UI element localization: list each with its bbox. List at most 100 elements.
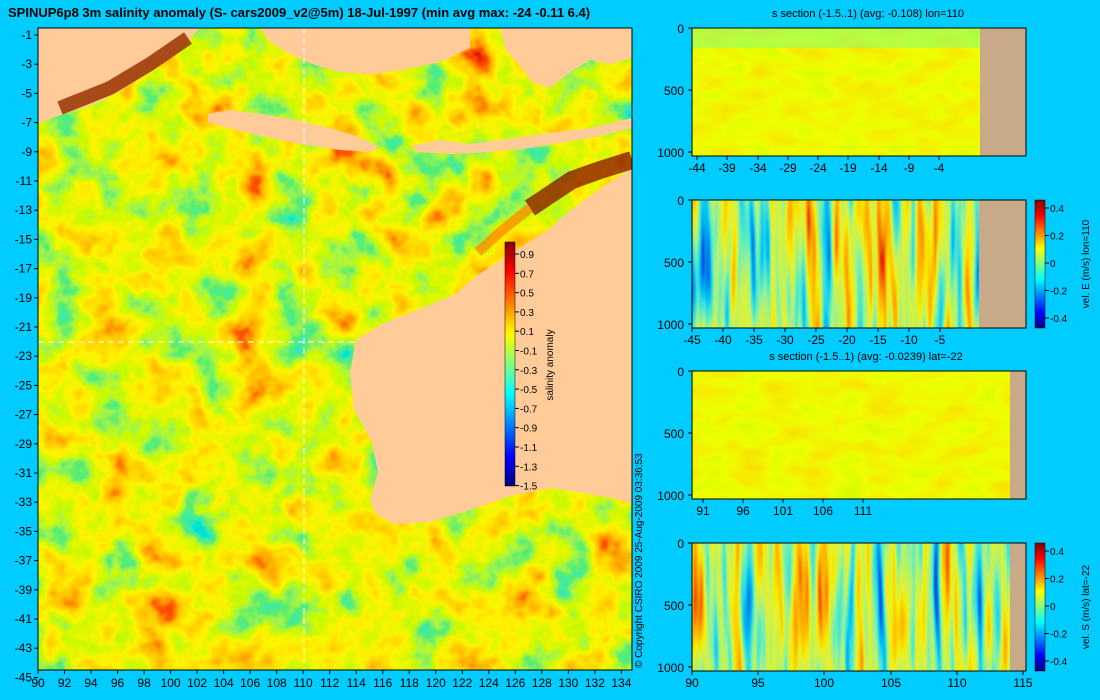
panel-1-y-tick: 500 (664, 256, 684, 270)
salinity-colorbar-tick: -0.7 (520, 404, 538, 415)
map-lon-tick: 112 (320, 676, 339, 690)
salinity-colorbar-tick: 0.5 (520, 289, 534, 300)
panel-3-colorbar-tick: 0.2 (1050, 575, 1064, 586)
map-lon-tick: 122 (452, 676, 472, 690)
panel-3-x-tick: 90 (685, 676, 699, 690)
map-lat-tick: -43 (15, 641, 33, 655)
map-lat-ticks: -1 -3 -5 -7 -9 -11 -13 -15 -17 -19 -21 -23 -25 -27 -29… (15, 28, 38, 684)
map-lat-tick: -23 (15, 349, 33, 363)
map-lon-tick: 120 (426, 676, 446, 690)
salinity-colorbar-tick: -0.1 (520, 347, 538, 358)
panel-3-colorbar-tick: 0.4 (1050, 547, 1064, 558)
panel-3-x-tick: 115 (1013, 676, 1032, 690)
map-lat-tick: -1 (21, 28, 32, 42)
salinity-colorbar-tick: -1.1 (520, 443, 538, 454)
map-lon-tick: 106 (240, 676, 260, 690)
land-australia (350, 168, 632, 524)
salinity-colorbar-tick: 0.7 (520, 269, 534, 280)
map-lon-tick: 96 (111, 676, 125, 690)
panel-3-y-ticks: 0 500 1000 (657, 537, 692, 675)
map-lat-tick: -39 (15, 583, 33, 597)
panel-2-y-ticks: 0 500 1000 (657, 365, 692, 503)
panel-salinity-section-lon: s section (-1.5..1) (avg: -0.108) lon=11… (657, 8, 1027, 175)
map-lat-tick: -15 (15, 232, 33, 246)
map-lat-tick: -45 (15, 670, 33, 684)
panel-vel-s-lat: 90 95 100 105 110 115 0 500 1000 0.4 0.2 0 -0.2 -0.… (657, 537, 1092, 690)
panel-3-y-tick: 0 (677, 537, 684, 551)
panel-1-colorbar-tick: 0 (1050, 259, 1056, 270)
panel-1-y-tick: 1000 (657, 318, 684, 332)
map-lon-tick: 130 (558, 676, 578, 690)
map-lon-tick: 114 (347, 676, 366, 690)
panel-1-colorbar-tick: 0.4 (1050, 204, 1064, 215)
map-lon-tick: 128 (532, 676, 552, 690)
map-lat-tick: -31 (15, 466, 33, 480)
panel-1-x-ticks: -45 -40 -35 -30 -25 -20 -15 -10 -5 (683, 328, 946, 347)
map-lon-tick: 94 (84, 676, 98, 690)
panel-0-title: s section (-1.5..1) (avg: -0.108) lon=11… (772, 8, 964, 20)
map-lon-tick: 90 (31, 676, 45, 690)
map-lon-tick: 92 (58, 676, 72, 690)
panel-1-x-tick: -45 (683, 333, 701, 347)
panel-1-colorbar-label: vel. E (m/s) lon=110 (1081, 219, 1092, 308)
map-lat-tick: -21 (15, 320, 33, 334)
panel-3-y-tick: 1000 (657, 661, 684, 675)
map-lat-tick: -33 (15, 495, 33, 509)
panel-1-x-tick: -5 (935, 333, 946, 347)
map-lon-tick: 98 (137, 676, 151, 690)
panel-2-title: s section (-1.5..1) (avg: -0.0239) lat=-… (769, 351, 963, 363)
map-lon-tick: 118 (400, 676, 419, 690)
panel-0-x-ticks: -44 -39 -34 -29 -24 -19 -14 -9 -4 (688, 156, 945, 175)
land-java (208, 110, 378, 152)
map-lat-tick: -29 (15, 437, 33, 451)
panel-0-x-tick: -4 (934, 161, 945, 175)
panel-3-x-tick: 105 (881, 676, 901, 690)
map-lon-tick: 124 (479, 676, 499, 690)
salinity-colorbar-label: salinity anomaly (545, 329, 556, 400)
panel-0-x-tick: -44 (688, 161, 706, 175)
panel-1-y-tick: 0 (677, 194, 684, 208)
panel-1-x-tick: -35 (745, 333, 763, 347)
panel-2-x-tick: 106 (813, 504, 833, 518)
panel-1-x-tick: -40 (714, 333, 732, 347)
map-lat-tick: -11 (16, 174, 33, 188)
panel-0-y-tick: 500 (664, 84, 684, 98)
panel-1-x-tick: -25 (807, 333, 825, 347)
panel-1-x-tick: -10 (900, 333, 918, 347)
panel-2-x-tick: 96 (736, 504, 750, 518)
panel-2-y-tick: 0 (677, 365, 684, 379)
salinity-colorbar-tick: -0.3 (520, 366, 538, 377)
panel-2-x-tick: 111 (854, 504, 873, 518)
map-lat-tick: -25 (15, 378, 33, 392)
panel-0-x-tick: -34 (749, 161, 767, 175)
panel-2-x-ticks: 91 96 101 106 111 (696, 499, 872, 518)
panel-salinity-section-lat: s section (-1.5..1) (avg: -0.0239) lat=-… (657, 351, 1027, 518)
panel-3-colorbar-ticks: 0.4 0.2 0 -0.2 -0.4 (1045, 547, 1068, 668)
panel-1-x-tick: -30 (776, 333, 794, 347)
panel-2-y-tick: 500 (664, 427, 684, 441)
map-lat-tick: -37 (15, 554, 33, 568)
salinity-colorbar-tick: 0.1 (520, 327, 534, 338)
map-lon-tick: 132 (585, 676, 605, 690)
salinity-colorbar-tick: -0.5 (520, 385, 538, 396)
salinity-colorbar-tick: -0.9 (520, 424, 538, 435)
panel-3-y-tick: 500 (664, 599, 684, 613)
panel-3-colorbar-label: vel. S (m/s) lat=-22 (1081, 564, 1092, 649)
map-lon-tick: 100 (161, 676, 181, 690)
map-lon-tick: 126 (505, 676, 525, 690)
map-lon-tick: 104 (214, 676, 234, 690)
land-borneo (260, 28, 470, 74)
map-lat-tick: -7 (21, 116, 32, 130)
salinity-colorbar-ticks: 0.9 0.7 0.5 0.3 0.1 -0.1 -0.3 -0.5 -0.7 -0.9 -1.1 -… (515, 250, 538, 493)
panel-3-colorbar-tick: -0.2 (1050, 630, 1068, 641)
map-lon-tick: 110 (294, 676, 313, 690)
salinity-colorbar-tick: -1.5 (520, 482, 538, 493)
map-lon-ticks: 90 92 94 96 98 100 102 104 106 108 110 112 114 116 118… (31, 670, 632, 690)
map-lat-tick: -13 (15, 203, 33, 217)
map-lat-tick: -3 (21, 57, 32, 71)
panel-3-colorbar-tick: 0 (1050, 602, 1056, 613)
map-lat-tick: -41 (15, 612, 33, 626)
map-lat-tick: -27 (15, 408, 33, 422)
